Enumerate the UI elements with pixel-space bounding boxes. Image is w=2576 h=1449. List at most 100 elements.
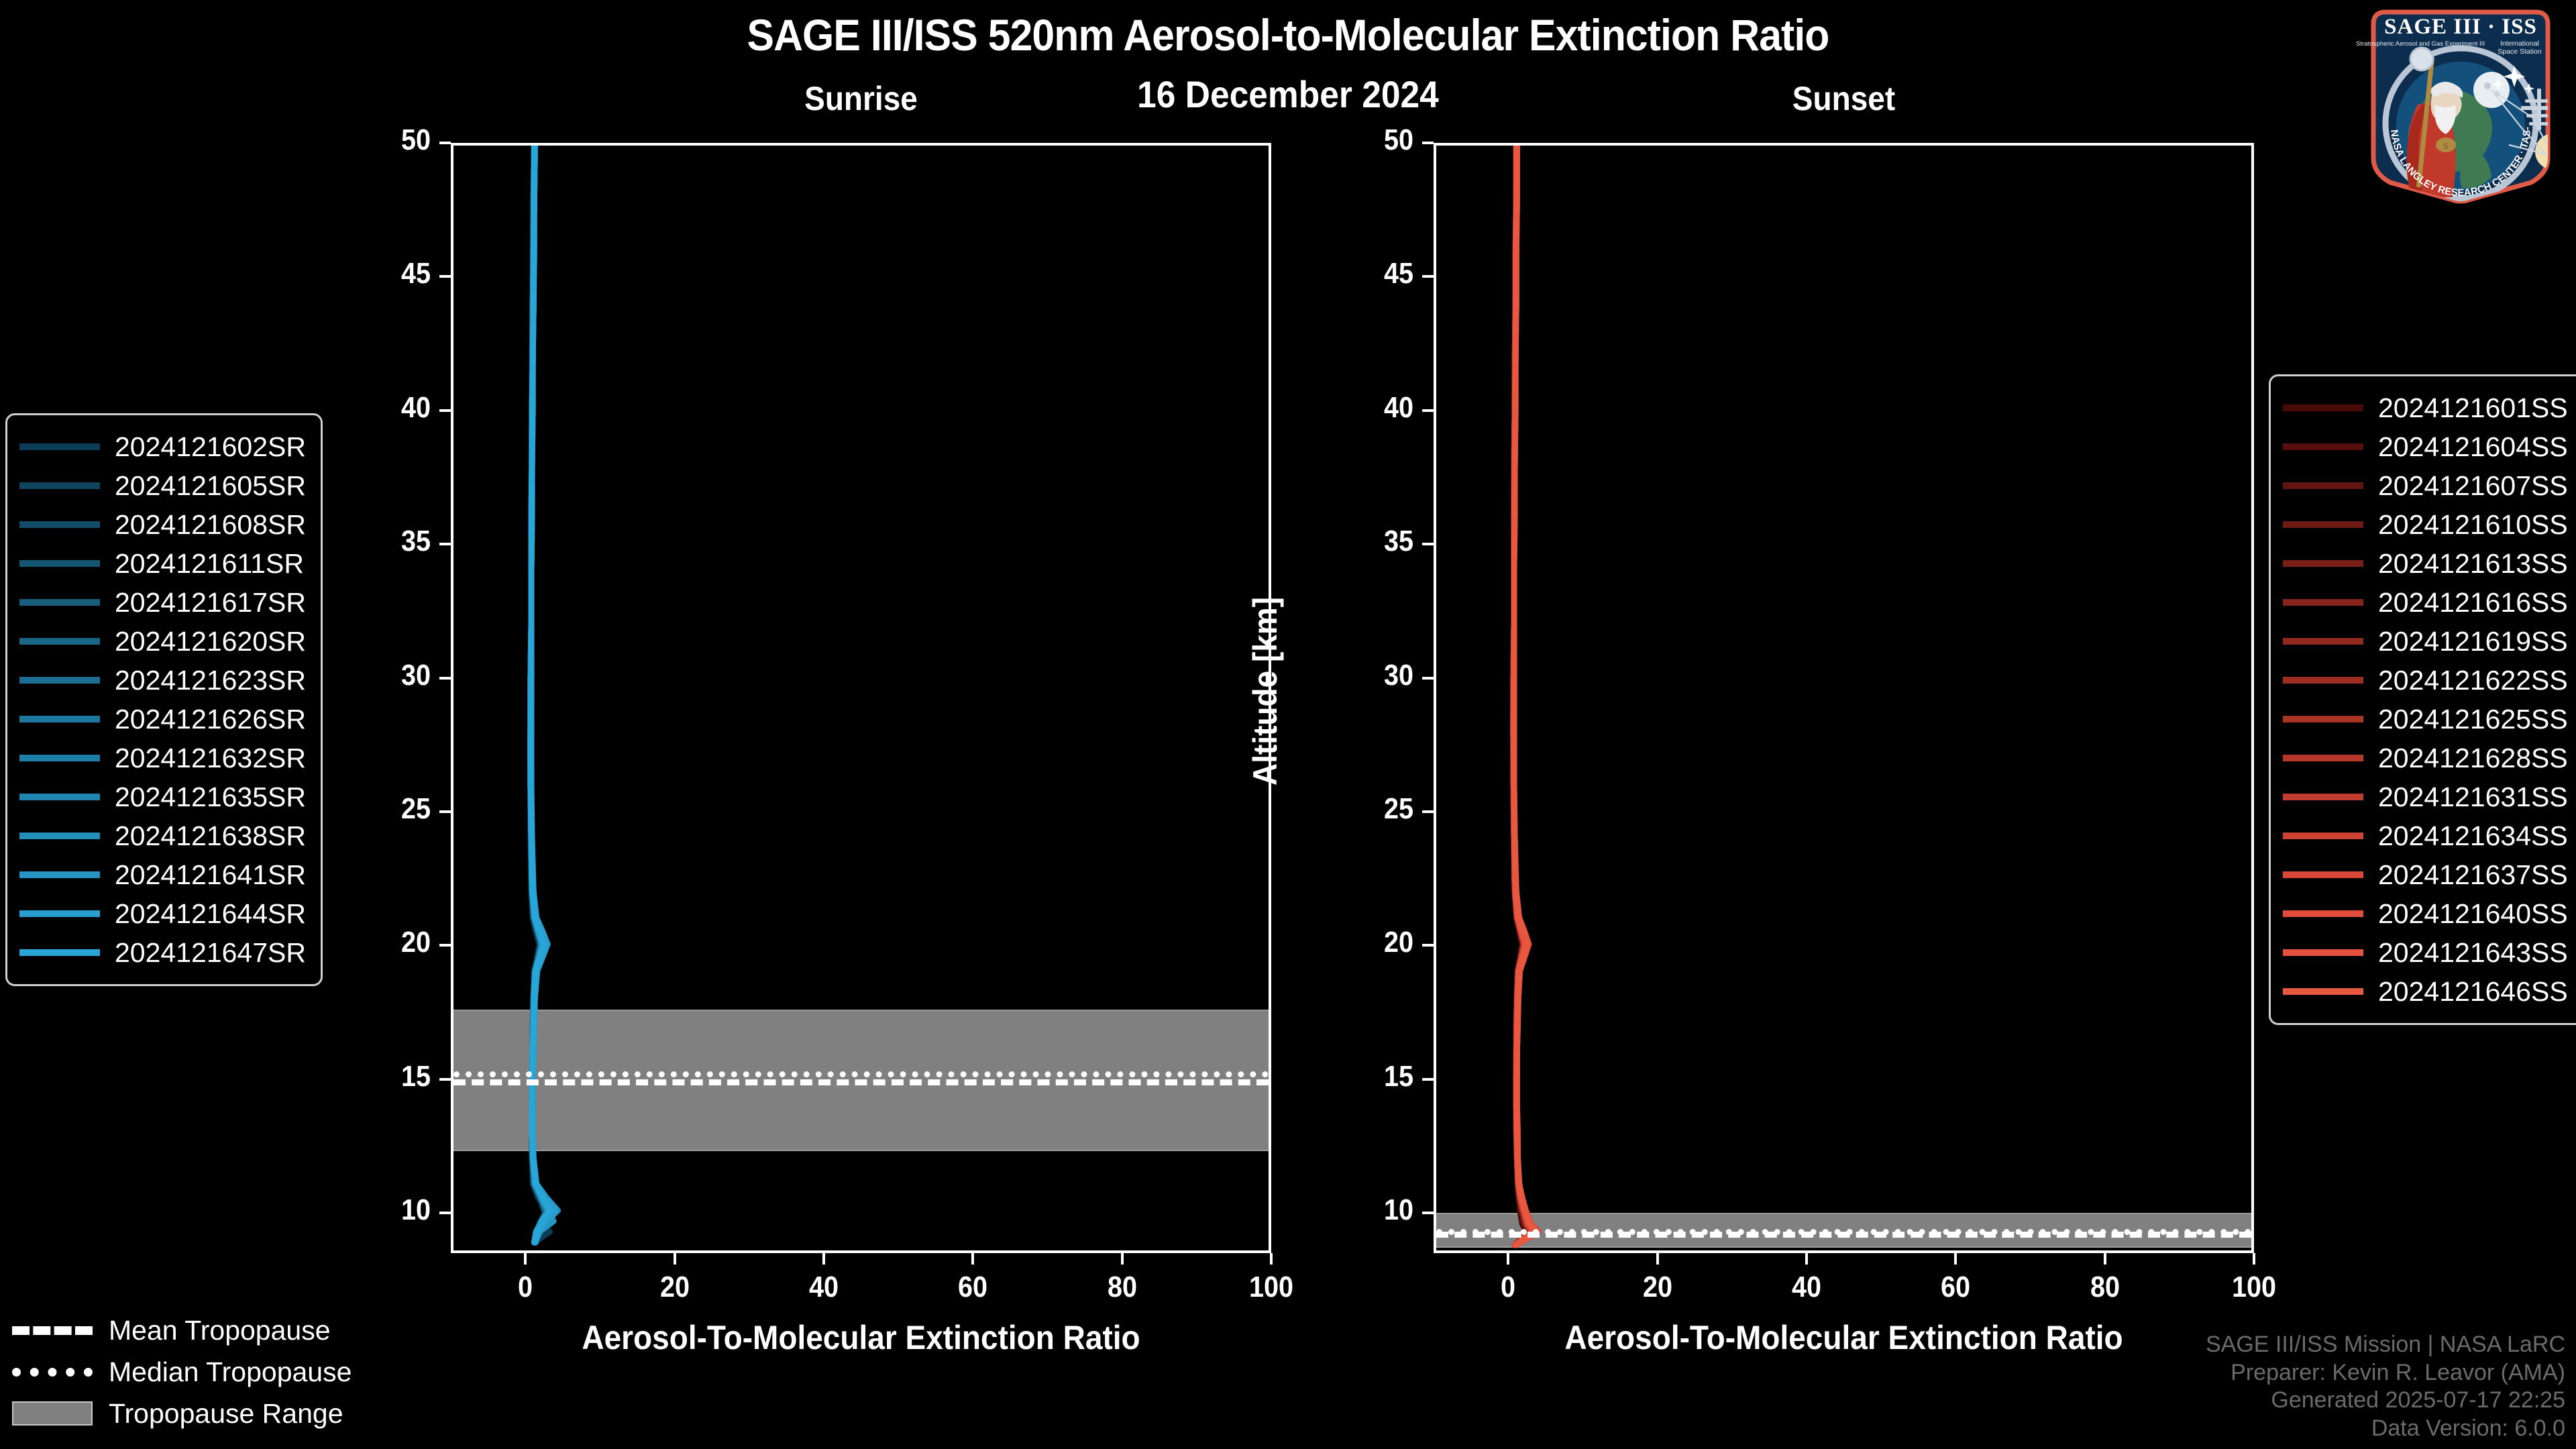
legend-item[interactable]: 2024121637SS <box>2283 855 2568 894</box>
legend-item[interactable]: 2024121623SR <box>19 661 306 700</box>
legend-item[interactable]: 2024121646SS <box>2283 972 2568 1011</box>
x-axis-tick-label: 80 <box>1107 1271 1137 1303</box>
legend-label-tropopause-range: Tropopause Range <box>109 1397 343 1429</box>
page-subtitle: 16 December 2024 <box>1137 73 1439 115</box>
credit-line-generated: Generated 2025-07-17 22:25 <box>2271 1387 2565 1413</box>
legend-sunset: 2024121601SS 2024121604SS 2024121607SS 2024… <box>2269 374 2576 1025</box>
legend-item[interactable]: 2024121640SS <box>2283 894 2568 933</box>
legend-item[interactable]: 2024121622SS <box>2283 661 2568 700</box>
profile-line <box>1511 146 1540 1248</box>
legend-item-label: 2024121605SR <box>115 470 306 501</box>
legend-color-swatch <box>2283 560 2363 567</box>
legend-item-label: 2024121634SS <box>2378 820 2568 851</box>
x-axis-tick-label: 80 <box>2090 1271 2120 1303</box>
legend-color-swatch <box>2283 443 2363 450</box>
legend-color-swatch <box>19 949 100 956</box>
legend-color-swatch <box>2283 405 2363 411</box>
legend-color-swatch <box>2283 988 2363 995</box>
logo-subtitle-right-2: Space Station <box>2498 48 2542 56</box>
legend-item[interactable]: 2024121625SS <box>2283 700 2568 739</box>
y-axis-tick-label: 45 <box>400 257 431 290</box>
svg-text:S: S <box>2443 141 2448 151</box>
legend-item[interactable]: 2024121638SR <box>19 816 306 855</box>
dotted-line-icon <box>12 1367 93 1377</box>
legend-color-swatch <box>2283 482 2363 489</box>
legend-color-swatch <box>2283 910 2363 917</box>
legend-color-swatch <box>2283 949 2363 956</box>
y-axis-tick <box>1422 142 1434 144</box>
legend-item[interactable]: 2024121647SR <box>19 933 306 972</box>
legend-item[interactable]: 2024121620SR <box>19 622 306 661</box>
legend-item-label: 2024121641SR <box>115 859 306 890</box>
x-axis-tick-label: 100 <box>1248 1271 1294 1303</box>
legend-color-swatch <box>2283 521 2363 528</box>
legend-color-swatch <box>2283 794 2363 800</box>
legend-item-label: 2024121620SR <box>115 625 306 657</box>
y-axis-tick <box>439 409 451 412</box>
profile-curves <box>527 146 561 1246</box>
legend-color-swatch <box>2283 871 2363 878</box>
y-axis-tick-label: 10 <box>400 1193 431 1227</box>
legend-color-swatch <box>2283 599 2363 606</box>
legend-item-label: 2024121637SS <box>2378 859 2568 890</box>
legend-item-label: 2024121611SR <box>115 547 304 579</box>
legend-item[interactable]: 2024121611SR <box>19 544 306 583</box>
legend-item[interactable]: 2024121619SS <box>2283 622 2568 661</box>
legend-item[interactable]: 2024121607SS <box>2283 466 2568 505</box>
legend-item[interactable]: 2024121602SR <box>19 427 306 466</box>
legend-item-label: 2024121646SS <box>2378 975 2568 1007</box>
legend-item[interactable]: 2024121632SR <box>19 739 306 777</box>
legend-item[interactable]: 2024121644SR <box>19 894 306 933</box>
y-axis-tick <box>1422 676 1434 680</box>
y-axis-tick <box>439 275 451 278</box>
legend-item-label: 2024121625SS <box>2378 703 2568 735</box>
y-axis-tick <box>1422 543 1434 546</box>
legend-item[interactable]: 2024121608SR <box>19 505 306 544</box>
y-axis-tick-label: 45 <box>1383 257 1413 290</box>
legend-color-swatch <box>19 794 100 800</box>
legend-item[interactable]: 2024121643SS <box>2283 933 2568 972</box>
legend-item-tropopause-range: Tropopause Range <box>12 1393 352 1434</box>
legend-item-label: 2024121635SR <box>115 781 306 812</box>
legend-item[interactable]: 2024121601SS <box>2283 388 2568 427</box>
legend-label-median-tropopause: Median Tropopause <box>109 1356 352 1387</box>
legend-label-mean-tropopause: Mean Tropopause <box>109 1314 331 1346</box>
legend-color-swatch <box>19 833 100 839</box>
legend-item[interactable]: 2024121617SR <box>19 583 306 622</box>
legend-item[interactable]: 2024121634SS <box>2283 816 2568 855</box>
x-axis-title: Aerosol-To-Molecular Extinction Ratio <box>1564 1319 2123 1356</box>
legend-item-label: 2024121602SR <box>115 431 306 462</box>
legend-color-swatch <box>19 910 100 917</box>
y-axis-tick-label: 15 <box>400 1059 431 1093</box>
x-axis-tick-label: 0 <box>1501 1271 1516 1303</box>
y-axis-tick <box>439 1077 451 1081</box>
legend-item[interactable]: 2024121635SR <box>19 777 306 816</box>
x-axis-tick <box>1805 1253 1808 1265</box>
y-axis-tick-label: 30 <box>400 658 431 692</box>
legend-item-label: 2024121628SS <box>2378 742 2568 773</box>
plot-area-sunset <box>1434 143 2254 1253</box>
x-axis-tick <box>822 1253 825 1265</box>
legend-item-label: 2024121640SS <box>2378 898 2568 929</box>
y-axis-tick <box>439 944 451 947</box>
legend-item[interactable]: 2024121641SR <box>19 855 306 894</box>
y-axis-tick <box>439 676 451 680</box>
legend-color-swatch <box>19 482 100 489</box>
median-tropopause-line <box>1436 1229 2251 1236</box>
y-axis-tick-label: 40 <box>1383 390 1413 424</box>
legend-color-swatch <box>2283 677 2363 684</box>
x-axis-tick <box>1120 1253 1124 1265</box>
legend-item[interactable]: 2024121631SS <box>2283 777 2568 816</box>
y-axis-tick-label: 35 <box>1383 525 1413 558</box>
legend-item[interactable]: 2024121610SS <box>2283 505 2568 544</box>
legend-item[interactable]: 2024121626SR <box>19 700 306 739</box>
legend-item[interactable]: 2024121604SS <box>2283 427 2568 466</box>
legend-item[interactable]: 2024121605SR <box>19 466 306 505</box>
legend-item-label: 2024121638SR <box>115 820 306 851</box>
legend-item[interactable]: 2024121613SS <box>2283 544 2568 583</box>
legend-item-label: 2024121616SS <box>2378 586 2568 618</box>
legend-item[interactable]: 2024121628SS <box>2283 739 2568 777</box>
legend-item[interactable]: 2024121616SS <box>2283 583 2568 622</box>
legend-item-label: 2024121632SR <box>115 742 306 773</box>
panel-title-sunset: Sunset <box>1792 80 1896 117</box>
